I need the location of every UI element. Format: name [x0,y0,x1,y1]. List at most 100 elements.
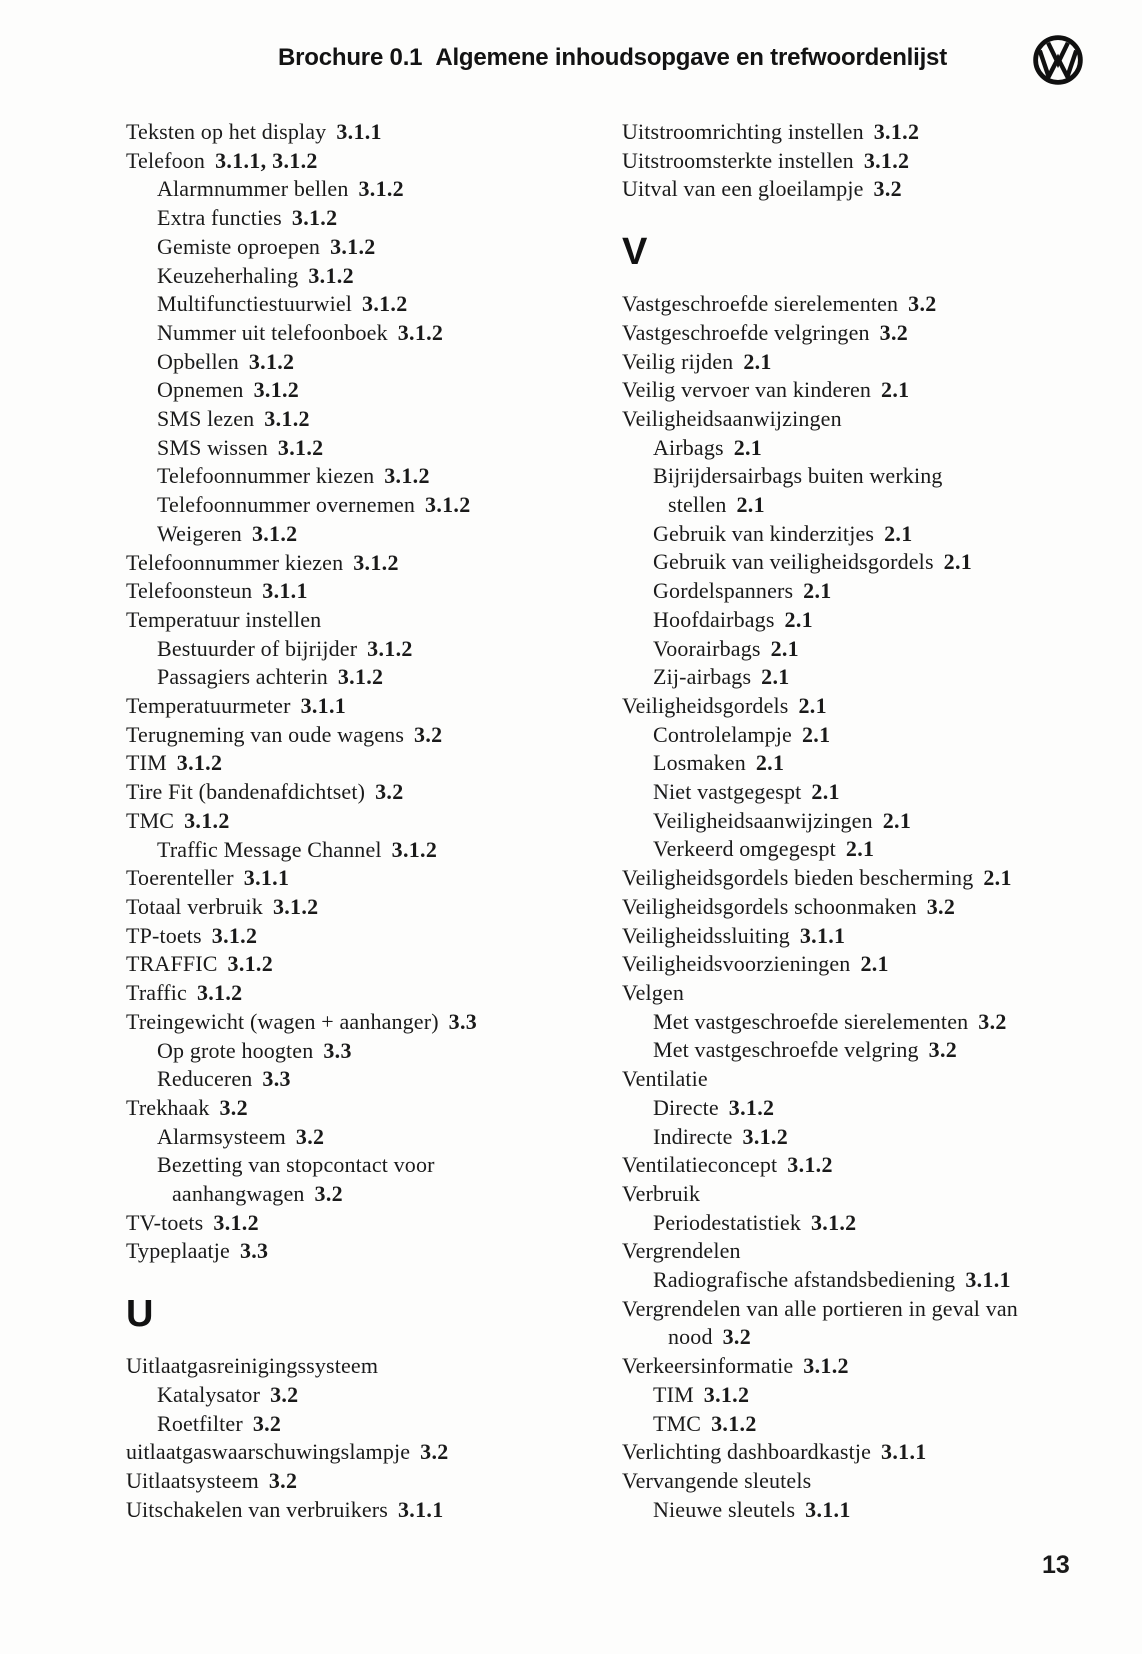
entry-text: Passagiers achterin [157,664,328,690]
index-entry: Alarmnummer bellen 3.1.2 [126,175,566,204]
entry-ref: 3.1.2 [873,119,920,144]
entry-text: Ventilatieconcept [622,1152,778,1178]
entry-ref: 3.2 [295,1123,325,1149]
entry-ref: 2.1 [784,606,813,632]
index-entry: Losmaken 2.1 [622,749,1112,778]
index-column-left: Teksten op het display 3.1.1 Telefoon 3.1.1… [126,118,566,1524]
entry-text: Gordelspanners [653,578,794,604]
entry-text: Veiligheidsaanwijzingen [622,405,842,431]
index-entry: TV-toets 3.1.2 [126,1209,566,1238]
index-entry: Opnemen 3.1.2 [126,376,566,405]
index-entry: Trekhaak 3.2 [126,1094,566,1123]
entry-text: Verkeersinformatie [622,1353,794,1379]
index-entry: Bestuurder of bijrijder 3.1.2 [126,635,566,664]
page-number: 13 [1042,1551,1070,1579]
entry-text: Nieuwe sleutels [653,1496,796,1522]
entry-ref: 3.1.2 [384,463,430,489]
index-entry: Ventilatieconcept 3.1.2 [622,1151,1112,1180]
entry-ref: 3.1.1 [805,1496,851,1522]
entry-text: Treingewicht (wagen + aanhanger) [126,1008,439,1034]
index-entry: Veiligheidssluiting 3.1.1 [622,922,1112,951]
entry-ref: 3.1.2 [272,893,319,919]
entry-ref: 3.3 [448,1008,478,1034]
index-entry: Totaal verbruik 3.1.2 [126,893,566,922]
index-entry: Zij-airbags 2.1 [622,663,1112,692]
index-entry: Bezetting van stopcontact voor aanhangwag… [126,1151,566,1208]
entry-ref: 3.1.2 [742,1123,789,1149]
entry-ref: 3.3 [323,1037,352,1063]
index-entry: Gebruik van veiligheidsgordels 2.1 [622,548,1112,577]
entry-ref: 3.1.2 [248,348,295,374]
entry-ref: 3.1.2 [227,951,274,977]
index-entry: Veiligheidsaanwijzingen [622,405,1112,434]
index-entry: Radiografische afstandsbediening 3.1.1 [622,1266,1112,1295]
entry-ref: 3.1.1 [300,693,347,719]
entry-ref: 3.1.2 [425,492,471,518]
index-entry: Traffic 3.1.2 [126,979,566,1008]
index-entry: Vastgeschroefde sierelementen 3.2 [622,290,1112,319]
entry-ref: 3.1.2 [308,262,354,288]
entry-ref: 3.2 [252,1410,282,1436]
entry-ref: 2.1 [755,750,785,776]
entry-text: Op grote hoogten [157,1037,314,1063]
entry-ref: 3.1.2 [211,922,258,948]
entry-text: TMC [653,1410,702,1436]
entry-ref: 3.1.1 [336,119,382,144]
index-entry: TRAFFIC 3.1.2 [126,950,566,979]
entry-text: Katalysator [157,1381,261,1407]
entry-text: Vergrendelen van alle portieren in geval… [622,1295,1018,1321]
index-entry: Vastgeschroefde velgringen 3.2 [622,319,1112,348]
index-entry: Alarmsysteem 3.2 [126,1123,566,1152]
entry-text: Met vastgeschroefde velgring [653,1037,919,1063]
entry-ref: 3.2 [375,779,404,805]
entry-ref: 3.1.1 [243,865,290,891]
entry-ref: 3.2 [873,176,902,202]
index-entry: Nummer uit telefoonboek 3.1.2 [126,319,566,348]
entry-ref: 3.1.2 [277,434,324,460]
entry-ref: 2.1 [803,578,832,604]
entry-text: Met vastgeschroefde sierelementen [653,1008,969,1034]
index-entry: Indirecte 3.1.2 [622,1123,1112,1152]
entry-text: Velgen [622,979,684,1005]
index-entry: Hoofdairbags 2.1 [622,606,1112,635]
entry-text: Indirecte [653,1123,733,1149]
entry-text: Gebruik van kinderzitjes [653,520,875,546]
entry-ref: 2.1 [801,721,831,747]
entry-text: Nummer uit telefoonboek [157,319,388,345]
entry-text: Niet vastgegespt [653,779,802,805]
entry-ref: 3.1.2 [253,377,300,403]
index-entry: Telefoonsteun 3.1.1 [126,577,566,606]
entry-text: Traffic Message Channel [157,836,382,862]
entry-ref: 3.1.1, 3.1.2 [215,147,318,173]
index-entry: Telefoonnummer overnemen 3.1.2 [126,491,566,520]
index-entry: Uitval van een gloeilampje 3.2 [622,175,1112,204]
entry-text-continued: nood [668,1324,713,1350]
entry-ref: 3.1.2 [353,549,399,575]
entry-text: Opnemen [157,377,244,403]
index-entry: Typeplaatje 3.3 [126,1237,566,1266]
entry-text: Keuzeherhaling [157,262,299,288]
entry-ref: 3.1.2 [337,664,384,690]
index-entry: Veilig rijden 2.1 [622,348,1112,377]
index-entry: Telefoon 3.1.1, 3.1.2 [126,147,566,176]
entry-text: Airbags [653,434,724,460]
index-entry: Velgen [622,979,1112,1008]
entry-ref: 3.2 [268,1467,298,1493]
entry-text: Verbruik [622,1180,701,1206]
entry-ref: 2.1 [736,492,765,518]
entry-ref: 3.2 [219,1094,248,1120]
entry-ref: 3.1.2 [184,807,230,833]
index-entry: Periodestatistiek 3.1.2 [622,1209,1112,1238]
index-entry: Multifunctiestuurwiel 3.1.2 [126,290,566,319]
entry-ref: 2.1 [770,635,799,661]
entry-text: TRAFFIC [126,951,218,977]
entry-text: Extra functies [157,205,282,231]
index-entry: Nieuwe sleutels 3.1.1 [622,1496,1112,1525]
entry-ref: 2.1 [743,348,772,374]
entry-text: SMS lezen [157,406,255,432]
entry-ref: 3.2 [722,1324,752,1350]
entry-ref: 3.1.1 [965,1267,1011,1293]
entry-text: Reduceren [157,1066,253,1092]
entry-ref: 3.1.2 [367,635,413,661]
entry-ref: 3.1.2 [264,406,310,432]
